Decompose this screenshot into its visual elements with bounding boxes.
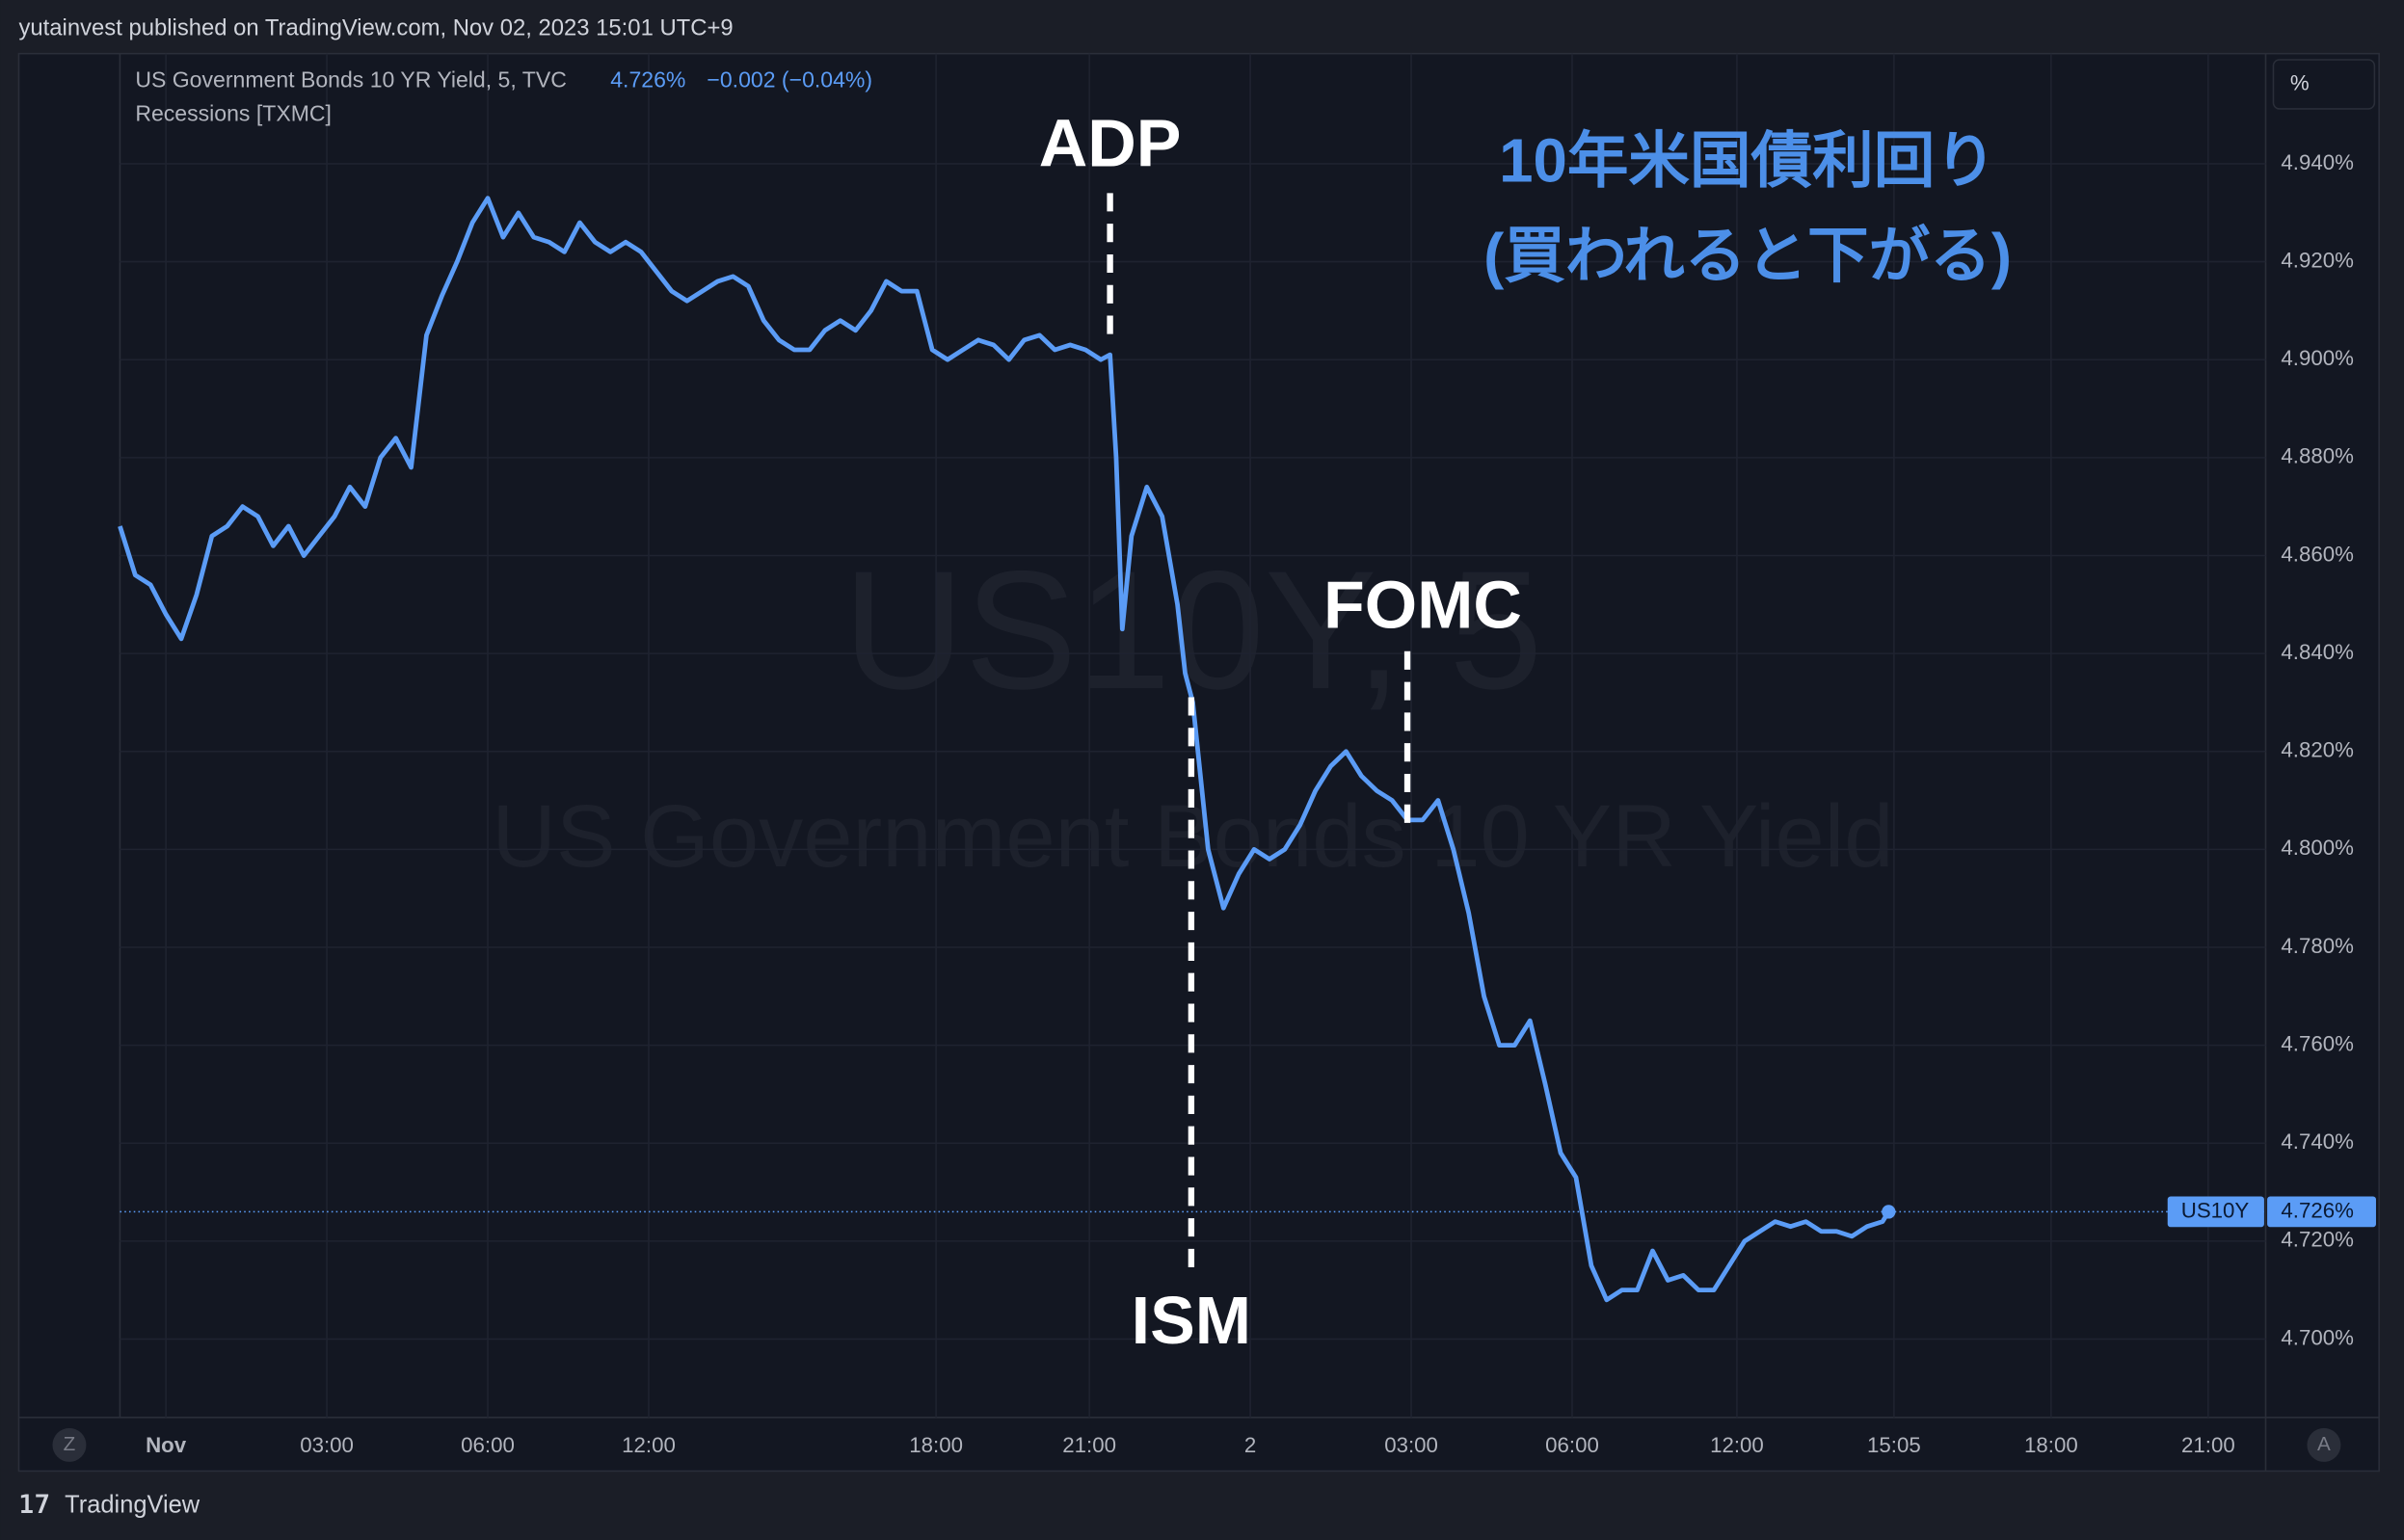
x-tick-label: 03:00 [300, 1433, 354, 1457]
x-tick-label: 18:00 [909, 1433, 963, 1457]
price-tag-name-bg [2167, 1196, 2264, 1228]
x-tick-label: 12:00 [622, 1433, 676, 1457]
x-tick-label: 21:00 [1062, 1433, 1116, 1457]
y-tick-label: 4.780% [2281, 934, 2353, 958]
unit-label[interactable]: % [2290, 70, 2310, 94]
last-point [1882, 1205, 1896, 1219]
x-tick-label: 2 [1244, 1433, 1256, 1457]
event-label: ADP [1039, 106, 1182, 181]
y-tick-label: 4.740% [2281, 1129, 2353, 1154]
y-tick-label: 4.800% [2281, 836, 2353, 860]
event-label: FOMC [1323, 567, 1522, 642]
brand-logo: 𝟣𝟩 [18, 1492, 49, 1519]
x-tick-label: 06:00 [1545, 1433, 1599, 1457]
x-tick-label: Nov [146, 1433, 187, 1457]
y-tick-label: 4.860% [2281, 542, 2353, 566]
subtitle-line: (買われると下がる) [1483, 222, 2012, 290]
event-label: ISM [1132, 1283, 1251, 1358]
x-tick-label: 12:00 [1710, 1433, 1764, 1457]
unit-button[interactable] [2272, 59, 2376, 110]
price-tag-value: 4.726% [2281, 1198, 2353, 1222]
x-tick-label: 15:05 [1867, 1433, 1921, 1457]
legend-change: −0.002 (−0.04%) [707, 66, 872, 92]
zoom-button[interactable] [52, 1427, 87, 1462]
y-tick-label: 4.920% [2281, 248, 2353, 272]
publish-header: yutainvest published on TradingView.com,… [18, 15, 733, 41]
indicator-label: Recessions [TXMC] [135, 100, 332, 125]
y-tick-label: 4.820% [2281, 738, 2353, 762]
x-tick-label: 21:00 [2181, 1433, 2235, 1457]
subtitle-line: 10年米国債利回り [1499, 127, 1996, 196]
footer-brand: TradingView [65, 1492, 200, 1519]
y-tick-label: 4.840% [2281, 640, 2353, 664]
zoom-label[interactable]: Z [64, 1433, 76, 1455]
auto-label[interactable]: A [2317, 1433, 2331, 1455]
auto-button[interactable] [2307, 1427, 2341, 1462]
y-tick-label: 4.700% [2281, 1325, 2353, 1349]
y-tick-label: 4.940% [2281, 150, 2353, 174]
legend-title: US Government Bonds 10 YR Yield, 5, TVC [135, 66, 567, 92]
x-tick-label: 03:00 [1384, 1433, 1438, 1457]
price-tag-bg [2267, 1196, 2376, 1228]
legend-price: 4.726% [610, 66, 685, 92]
x-tick-label: 18:00 [2024, 1433, 2078, 1457]
x-tick-label: 06:00 [461, 1433, 515, 1457]
y-tick-label: 4.900% [2281, 346, 2353, 370]
y-tick-label: 4.880% [2281, 444, 2353, 468]
y-tick-label: 4.760% [2281, 1031, 2353, 1055]
price-line [118, 196, 1891, 1303]
price-tag-name: US10Y [2181, 1198, 2250, 1222]
y-tick-label: 4.720% [2281, 1228, 2353, 1252]
